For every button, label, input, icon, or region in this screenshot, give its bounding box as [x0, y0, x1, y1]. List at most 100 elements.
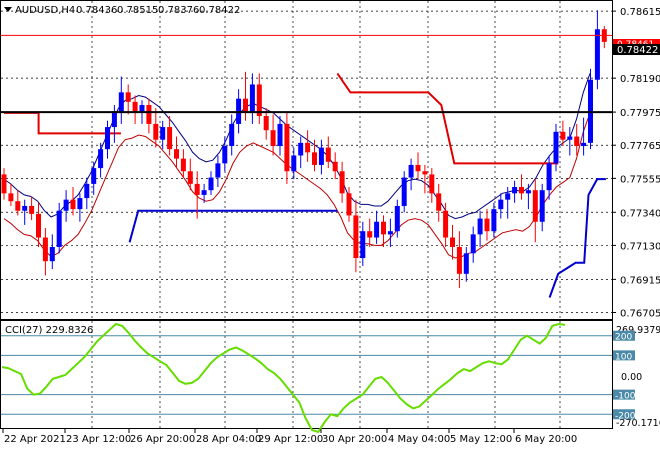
candle-body — [422, 171, 428, 175]
price-tick-label: 0.77555 — [620, 174, 660, 185]
cci-level-tag — [613, 389, 635, 400]
price-tick-label: 0.78190 — [620, 74, 660, 85]
candle-body — [594, 29, 600, 80]
candle-body — [146, 104, 152, 124]
candle-body — [436, 193, 442, 211]
time-tick-label: 6 May 20:00 — [515, 434, 577, 445]
candle-body — [187, 171, 193, 184]
candle-body — [139, 104, 145, 112]
cci-level-tag — [613, 409, 635, 420]
time-tick-label: 28 Apr 04:00 — [196, 434, 261, 445]
candle-body — [519, 187, 524, 194]
cci-max-label: 269.9379 — [616, 325, 660, 336]
current-price-tag — [613, 44, 660, 55]
candle-body — [77, 198, 83, 210]
candle-body — [574, 136, 580, 147]
price-tick-label: 0.76915 — [620, 275, 660, 286]
candle-body — [477, 218, 483, 235]
candle-body — [291, 155, 297, 172]
time-tick-label: 29 Apr 12:00 — [258, 434, 323, 445]
time-tick-label: 5 May 12:00 — [450, 434, 512, 445]
candle-body — [539, 190, 545, 222]
candle-body — [353, 215, 359, 259]
candle-body — [450, 237, 455, 247]
candle-body — [174, 149, 179, 159]
price-tick-label: 0.76705 — [620, 308, 660, 319]
candle-body — [194, 183, 200, 195]
stop-blue-line — [128, 209, 338, 243]
candle-body — [346, 193, 352, 216]
candle-body — [332, 161, 338, 172]
candle-body — [401, 177, 407, 206]
grid — [1, 1, 612, 428]
time-tick-label: 26 Apr 20:00 — [130, 434, 195, 445]
candle-body — [167, 127, 173, 150]
stop-blue-line — [548, 178, 606, 298]
chevron-down-icon[interactable] — [4, 7, 12, 12]
current-price-label: 0.78422 — [617, 45, 658, 56]
price-tick-label: 0.77765 — [620, 141, 660, 152]
cci-level-tag-label: 100 — [615, 352, 632, 362]
candle-body — [84, 183, 90, 199]
time-tick-label: 22 Apr 2021 — [4, 434, 66, 445]
candle-body — [415, 164, 421, 172]
candle-body — [63, 199, 69, 211]
upper-band-line — [3, 73, 591, 220]
candle-body — [15, 201, 21, 211]
candle-body — [463, 253, 469, 274]
candle-body — [284, 123, 290, 172]
cci-level-tag — [613, 350, 635, 361]
candle-body — [180, 158, 186, 172]
candle-body — [111, 111, 117, 128]
stop-red-line — [336, 72, 559, 165]
price-tick-label: 0.78615 — [620, 7, 660, 18]
candle-body — [243, 98, 248, 112]
price-tick-label: 0.77130 — [620, 241, 660, 252]
cci-line — [1, 322, 566, 434]
cci-level-tags: 200 100 -100 -200 — [613, 330, 636, 421]
candle-body — [360, 231, 366, 259]
candle-body — [249, 84, 255, 112]
candle-body — [256, 84, 262, 117]
main-chart-frame — [0, 0, 613, 320]
candle-body — [29, 205, 35, 214]
price-tick-label: 0.77340 — [620, 208, 660, 219]
candle-body — [56, 210, 62, 247]
candle-body — [22, 205, 28, 211]
cci-label: CCI(27) 229.8326 — [5, 325, 93, 336]
candle-body — [505, 193, 511, 200]
candle-body — [208, 177, 214, 191]
candle-body — [546, 163, 552, 191]
candle-body — [394, 205, 400, 232]
lower-band-line — [3, 112, 591, 259]
cci-min-label: -270.1716 — [616, 418, 660, 429]
candle-body — [381, 221, 386, 235]
candle-body — [105, 127, 110, 150]
candle-body — [36, 213, 41, 238]
candle-body — [91, 168, 97, 184]
cci-level-tag-label: 200 — [615, 333, 632, 343]
candle-body — [339, 171, 345, 194]
candle-body — [277, 123, 283, 147]
cci-zero-label: 0.00 — [621, 372, 642, 383]
candle-body — [201, 190, 207, 195]
close-value: 0.78422 — [199, 5, 240, 16]
candle-body — [560, 131, 566, 140]
candle-body — [318, 147, 324, 165]
candle-body — [443, 210, 449, 238]
high-value: 0.78515 — [117, 5, 158, 16]
candle-body — [567, 136, 573, 140]
cci-level-tag-label: -200 — [615, 411, 636, 421]
candle-body — [270, 130, 276, 147]
candle-body — [160, 127, 166, 140]
candle-body — [229, 123, 235, 147]
bands — [3, 73, 591, 259]
price-tick-label: 0.77975 — [620, 108, 660, 119]
time-tick-label: 23 Apr 12:00 — [66, 434, 131, 445]
candle-body — [491, 209, 497, 232]
candle-body — [532, 190, 538, 222]
low-value: 0.78376 — [158, 5, 199, 16]
cci-indicator-line — [1, 322, 566, 434]
candle-body — [325, 147, 331, 162]
